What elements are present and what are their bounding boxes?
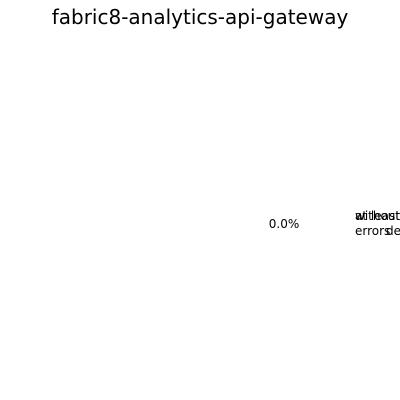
slice-label-fragment: de — [386, 224, 400, 238]
chart-title: fabric8-analytics-api-gateway — [52, 5, 349, 29]
slice-label-without-errors: without errors — [355, 209, 400, 238]
slice-label-at-least: at least — [355, 209, 400, 223]
slice-percent-label: 0.0% — [269, 217, 300, 231]
